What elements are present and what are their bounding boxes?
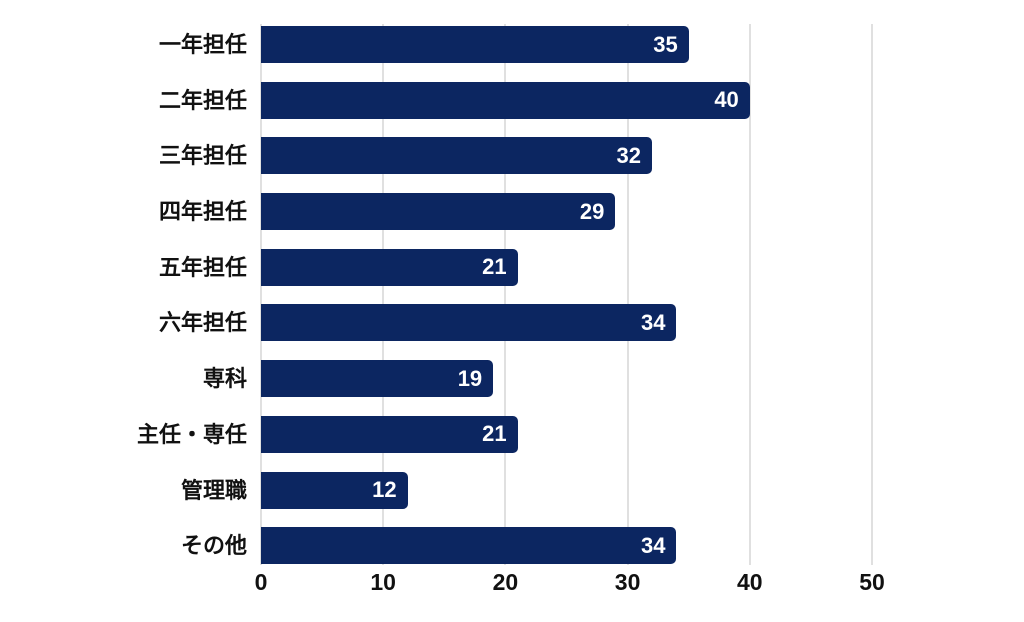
category-label: 一年担任 (158, 32, 247, 57)
bar-value-label: 40 (714, 87, 739, 113)
x-tick-label: 50 (859, 569, 885, 595)
bar-value-label: 12 (372, 477, 397, 502)
chart-row: その他 34 (0, 527, 1024, 565)
category-label: 管理職 (180, 477, 247, 503)
gridline (626, 24, 629, 565)
x-tick-label: 40 (737, 569, 763, 595)
x-tick-label: 0 (254, 569, 268, 595)
chart-row: 三年担任 32 (0, 137, 1024, 175)
category-label: その他 (180, 533, 247, 559)
bar-track: 29 (261, 193, 1024, 231)
bar: 40 (261, 81, 750, 119)
chart-row: 五年担任 21 (0, 248, 1024, 286)
chart-row: 六年担任 34 (0, 304, 1024, 342)
x-tick-label: 20 (492, 569, 519, 595)
chart-row: 一年担任 35 (0, 26, 1024, 63)
bar-value-label: 21 (482, 254, 507, 280)
bar-track: 12 (261, 471, 1024, 509)
bar-track: 40 (261, 81, 1024, 119)
x-axis: 0 10 20 30 40 50 (255, 567, 961, 599)
chart-row: 四年担任 29 (0, 193, 1024, 231)
category-label: 五年担任 (158, 254, 247, 280)
bar: 19 (261, 360, 494, 398)
bar: 29 (261, 193, 616, 231)
category-label: 三年担任 (158, 143, 247, 169)
gridline (382, 24, 385, 565)
gridline (871, 24, 873, 565)
chart-row: 二年担任 40 (0, 81, 1024, 119)
category-label: 主任・専任 (136, 421, 247, 447)
gridline (504, 24, 507, 565)
bar-track: 35 (261, 26, 1024, 63)
bar: 21 (261, 415, 518, 453)
bar-value-label: 35 (653, 31, 678, 57)
bar-track: 21 (261, 415, 1024, 453)
bar: 35 (261, 26, 689, 63)
x-tick-label: 30 (614, 569, 641, 595)
bar-track: 34 (261, 304, 1024, 342)
bar-value-label: 34 (640, 309, 666, 335)
gridline (748, 24, 751, 565)
chart-row: 主任・専任 21 (0, 415, 1024, 453)
bar-value-label: 29 (579, 198, 605, 224)
bar: 32 (261, 137, 653, 175)
category-label: 二年担任 (158, 87, 247, 113)
category-label: 四年担任 (158, 199, 247, 225)
bar-value-label: 19 (457, 365, 483, 391)
category-label: 専科 (202, 366, 247, 392)
bar-track: 19 (261, 360, 1024, 398)
category-label: 六年担任 (158, 310, 247, 336)
bar-track: 34 (261, 527, 1024, 565)
bar-value-label: 32 (616, 142, 642, 168)
bar-track: 21 (261, 248, 1024, 286)
bar-rows: 一年担任 35 二年担任 40 三年担任 32 四年担任 29 五年担任 21 六年担任 34 専科 19… (0, 26, 1024, 583)
gridlines (260, 24, 901, 565)
bar: 34 (261, 527, 677, 565)
x-tick-label: 10 (370, 569, 396, 595)
bar-value-label: 34 (640, 532, 666, 558)
chart-row: 専科 19 (0, 360, 1024, 398)
bar-track: 32 (261, 137, 1024, 175)
bar: 21 (261, 248, 518, 286)
bar-value-label: 21 (482, 421, 507, 447)
chart-row: 管理職 12 (0, 471, 1024, 509)
bar: 12 (261, 471, 408, 509)
gridline (260, 24, 262, 565)
bar: 34 (261, 304, 677, 342)
